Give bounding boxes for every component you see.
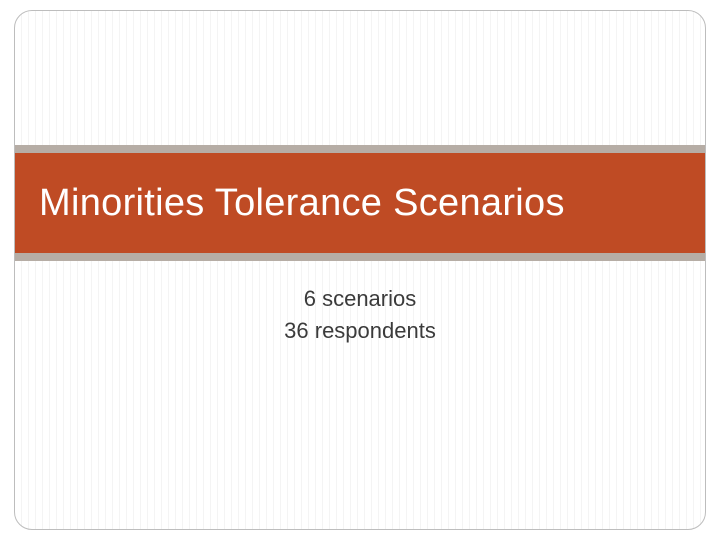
subtitle-line-1: 6 scenarios: [15, 283, 705, 315]
slide-frame: Minorities Tolerance Scenarios 6 scenari…: [14, 10, 706, 530]
title-band-shadow-bottom: [15, 253, 705, 261]
title-band: Minorities Tolerance Scenarios: [15, 153, 705, 253]
subtitle-block: 6 scenarios 36 respondents: [15, 283, 705, 347]
title-band-shadow: [15, 145, 705, 153]
subtitle-line-2: 36 respondents: [15, 315, 705, 347]
title-band-wrap: Minorities Tolerance Scenarios: [15, 145, 705, 261]
slide-title: Minorities Tolerance Scenarios: [39, 182, 565, 225]
